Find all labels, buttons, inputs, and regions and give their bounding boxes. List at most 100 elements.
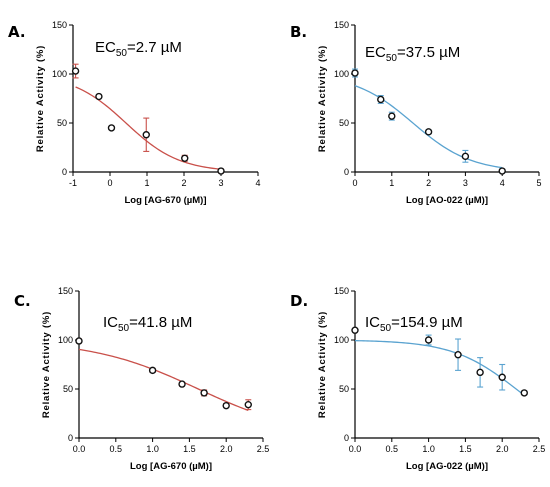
data-point: [454, 351, 462, 359]
data-point: [498, 373, 506, 381]
y-tick-label: 150: [334, 286, 349, 296]
data-point: [222, 401, 230, 410]
potency-subscript: 50: [386, 53, 398, 64]
data-point: [178, 380, 186, 388]
panel-label: C.: [14, 292, 31, 310]
x-tick-label: 0.0: [73, 444, 86, 454]
y-tick-label: 50: [339, 118, 349, 128]
panel-label: B.: [290, 23, 307, 41]
data-point: [351, 69, 359, 77]
x-tick-label: 5: [536, 178, 541, 188]
panel-label: A.: [8, 23, 26, 41]
x-tick-label: 2.0: [496, 444, 509, 454]
fit-curve: [354, 85, 503, 169]
data-point: [498, 167, 506, 175]
y-tick-label: 0: [68, 433, 73, 443]
y-tick-label: 150: [58, 286, 73, 296]
x-tick-label: 2: [426, 178, 431, 188]
potency-annotation: EC50=2.7 µM: [95, 39, 182, 59]
x-tick-label: 0.5: [386, 444, 399, 454]
data-point: [148, 366, 157, 375]
data-point: [520, 389, 528, 397]
y-axis-label: Relative Activity (%): [317, 45, 328, 152]
x-tick-label: 2.5: [257, 444, 270, 454]
y-tick-label: 100: [58, 335, 73, 345]
data-point: [424, 336, 433, 344]
x-tick-label: 4: [500, 178, 505, 188]
x-tick-label: 2.5: [533, 444, 546, 454]
y-tick-label: 100: [52, 69, 67, 79]
data-point: [181, 154, 189, 162]
panel-3: C. 0.0 0.5 1.0 1.5 2.0 2.5 0 50 100 150 Log [AG-670…: [14, 286, 269, 472]
fit-curve: [78, 348, 249, 412]
y-tick-label: 0: [344, 167, 349, 177]
potency-subscript: 50: [118, 323, 130, 334]
y-axis-label: Relative Activity (%): [35, 45, 46, 152]
potency-subscript: 50: [116, 48, 128, 59]
x-axis-label: Log [AG-670 (µM)]: [125, 195, 207, 206]
potency-annotation: EC50=37.5 µM: [365, 44, 460, 64]
fit-curve: [354, 339, 525, 396]
potency-prefix: IC: [365, 314, 380, 331]
data-point: [107, 124, 116, 132]
x-tick-label: 1.0: [146, 444, 159, 454]
data-point: [351, 326, 359, 334]
potency-annotation: IC50=41.8 µM: [103, 314, 192, 334]
x-axis-label: Log [AG-022 (µM)]: [406, 461, 488, 472]
x-tick-label: 1.5: [183, 444, 196, 454]
x-tick-label: 1.5: [459, 444, 472, 454]
y-tick-label: 150: [334, 20, 349, 30]
potency-prefix: EC: [365, 44, 386, 61]
potency-prefix: EC: [95, 39, 116, 56]
y-tick-label: 0: [344, 433, 349, 443]
x-axis-label: Log [AO-022 (µM)]: [406, 195, 488, 206]
x-axis-label: Log [AG-670 (µM)]: [130, 461, 212, 472]
fit-curve: [75, 86, 222, 170]
data-point: [377, 95, 385, 104]
data-point: [388, 112, 396, 120]
data-point: [71, 67, 80, 75]
data-point: [476, 368, 484, 377]
y-tick-label: 150: [52, 20, 67, 30]
x-tick-label: 0: [107, 178, 112, 188]
x-tick-label: 0.5: [110, 444, 123, 454]
x-tick-label: 2: [181, 178, 186, 188]
x-tick-label: 0: [352, 178, 357, 188]
y-tick-label: 0: [62, 167, 67, 177]
panel-4: D. 0.0 0.5 1.0 1.5 2.0 2.5 0 50 100 150 Log [AG-022…: [290, 286, 545, 472]
data-point: [424, 128, 433, 136]
panel-label: D.: [290, 292, 308, 310]
y-tick-label: 50: [63, 384, 73, 394]
potency-value: =154.9 µM: [391, 314, 463, 331]
x-tick-label: 1.0: [422, 444, 435, 454]
y-tick-label: 50: [57, 118, 67, 128]
potency-value: =41.8 µM: [129, 314, 192, 331]
x-tick-label: 1: [389, 178, 394, 188]
x-tick-label: 2.0: [220, 444, 233, 454]
x-tick-label: 0.0: [349, 444, 362, 454]
data-point: [200, 389, 208, 397]
x-tick-label: 4: [255, 178, 260, 188]
data-point: [217, 167, 225, 175]
data-point: [461, 152, 470, 161]
y-tick-label: 50: [339, 384, 349, 394]
data-point: [244, 400, 252, 409]
y-tick-label: 100: [334, 69, 349, 79]
x-tick-label: -1: [69, 178, 77, 188]
y-tick-label: 100: [334, 335, 349, 345]
potency-annotation: IC50=154.9 µM: [365, 314, 463, 334]
y-axis-label: Relative Activity (%): [317, 311, 328, 418]
x-tick-label: 3: [463, 178, 468, 188]
potency-value: =2.7 µM: [127, 39, 182, 56]
potency-subscript: 50: [380, 323, 392, 334]
data-point: [75, 337, 83, 345]
potency-prefix: IC: [103, 314, 118, 331]
x-tick-label: 3: [218, 178, 223, 188]
data-point: [142, 131, 150, 139]
y-axis-label: Relative Activity (%): [41, 311, 52, 418]
data-point: [95, 92, 103, 101]
x-tick-label: 1: [144, 178, 149, 188]
